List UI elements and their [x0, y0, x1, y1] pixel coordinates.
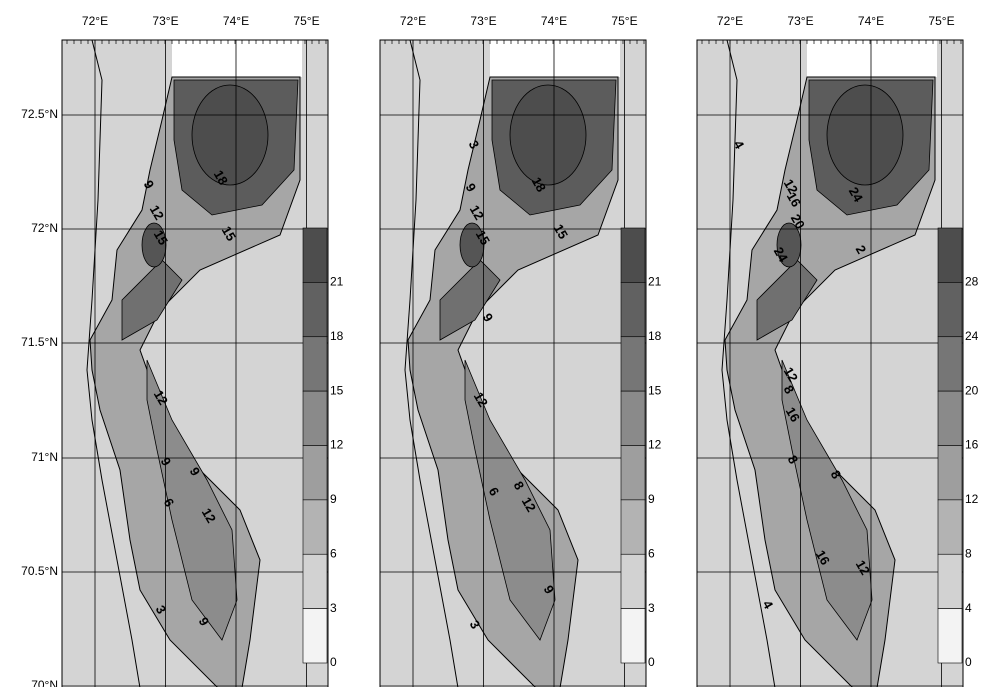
longitude-label: 75°E — [611, 14, 637, 28]
contour-zone — [192, 85, 268, 185]
colorbar-band — [938, 391, 962, 445]
colorbar-label: 0 — [330, 655, 337, 669]
longitude-label: 72°E — [717, 14, 743, 28]
contour-zone — [510, 85, 586, 185]
longitude-label: 72°E — [400, 14, 426, 28]
colorbar-label: 0 — [965, 655, 972, 669]
colorbar-label: 4 — [965, 601, 972, 615]
colorbar-band — [938, 500, 962, 554]
colorbar-label: 16 — [965, 438, 979, 452]
colorbar-label: 12 — [965, 492, 979, 506]
figure: 72°E 73°E 74°E 75°E 72.5°N 72°N 71.5°N 71°N 70.5… — [0, 0, 984, 687]
ice — [490, 40, 620, 77]
colorbar-band — [938, 446, 962, 500]
ice — [172, 40, 302, 77]
colorbar-band — [621, 609, 645, 663]
longitude-label: 75°E — [293, 14, 319, 28]
colorbar-label: 6 — [330, 546, 337, 560]
latitude-label: 71.5°N — [21, 335, 58, 349]
colorbar-label: 9 — [330, 492, 337, 506]
colorbar-label: 21 — [648, 275, 662, 289]
colorbar-band — [303, 228, 327, 282]
colorbar-label: 20 — [965, 383, 979, 397]
longitude-label: 74°E — [858, 14, 884, 28]
colorbar-band — [938, 554, 962, 608]
latitude-label: 72°N — [31, 221, 58, 235]
longitude-label: 74°E — [541, 14, 567, 28]
contour-zone — [827, 85, 903, 185]
colorbar-band — [621, 282, 645, 336]
colorbar-label: 9 — [648, 492, 655, 506]
colorbar-label: 15 — [648, 383, 662, 397]
colorbar-label: 3 — [330, 601, 337, 615]
colorbar-label: 3 — [648, 601, 655, 615]
colorbar-band — [938, 228, 962, 282]
colorbar-label: 8 — [965, 546, 972, 560]
ice — [807, 40, 937, 77]
latitude-label: 70°N — [31, 678, 58, 687]
longitude-label: 73°E — [152, 14, 178, 28]
latitude-label: 72.5°N — [21, 107, 58, 121]
colorbar-band — [938, 282, 962, 336]
colorbar-band — [303, 446, 327, 500]
colorbar-label: 21 — [330, 275, 344, 289]
colorbar-band — [621, 391, 645, 445]
colorbar-label: 6 — [648, 546, 655, 560]
colorbar-band — [303, 282, 327, 336]
colorbar-label: 0 — [648, 655, 655, 669]
colorbar-label: 12 — [330, 438, 344, 452]
colorbar-label: 18 — [648, 329, 662, 343]
colorbar-band — [621, 500, 645, 554]
colorbar-band — [938, 609, 962, 663]
colorbar-band — [621, 337, 645, 391]
colorbar-band — [303, 500, 327, 554]
colorbar-band — [303, 554, 327, 608]
map-area — [62, 40, 328, 687]
longitude-label: 73°E — [470, 14, 496, 28]
map-panel: 72°E 73°E 74°E 75°E 72.5°N 72°N 71.5°N 71°N 70.5… — [21, 14, 344, 687]
colorbar-band — [303, 609, 327, 663]
colorbar-label: 12 — [648, 438, 662, 452]
longitude-label: 72°E — [82, 14, 108, 28]
latitude-label: 71°N — [31, 450, 58, 464]
colorbar-band — [938, 337, 962, 391]
colorbar-label: 18 — [330, 329, 344, 343]
colorbar-band — [303, 391, 327, 445]
longitude-label: 73°E — [787, 14, 813, 28]
colorbar-band — [621, 446, 645, 500]
colorbar-label: 15 — [330, 383, 344, 397]
colorbar-band — [303, 337, 327, 391]
colorbar-label: 28 — [965, 275, 979, 289]
colorbar-label: 24 — [965, 329, 979, 343]
colorbar-band — [621, 228, 645, 282]
longitude-label: 75°E — [928, 14, 954, 28]
map-area — [697, 40, 963, 687]
map-area — [380, 40, 646, 687]
longitude-label: 74°E — [223, 14, 249, 28]
colorbar-band — [621, 554, 645, 608]
latitude-label: 70.5°N — [21, 564, 58, 578]
